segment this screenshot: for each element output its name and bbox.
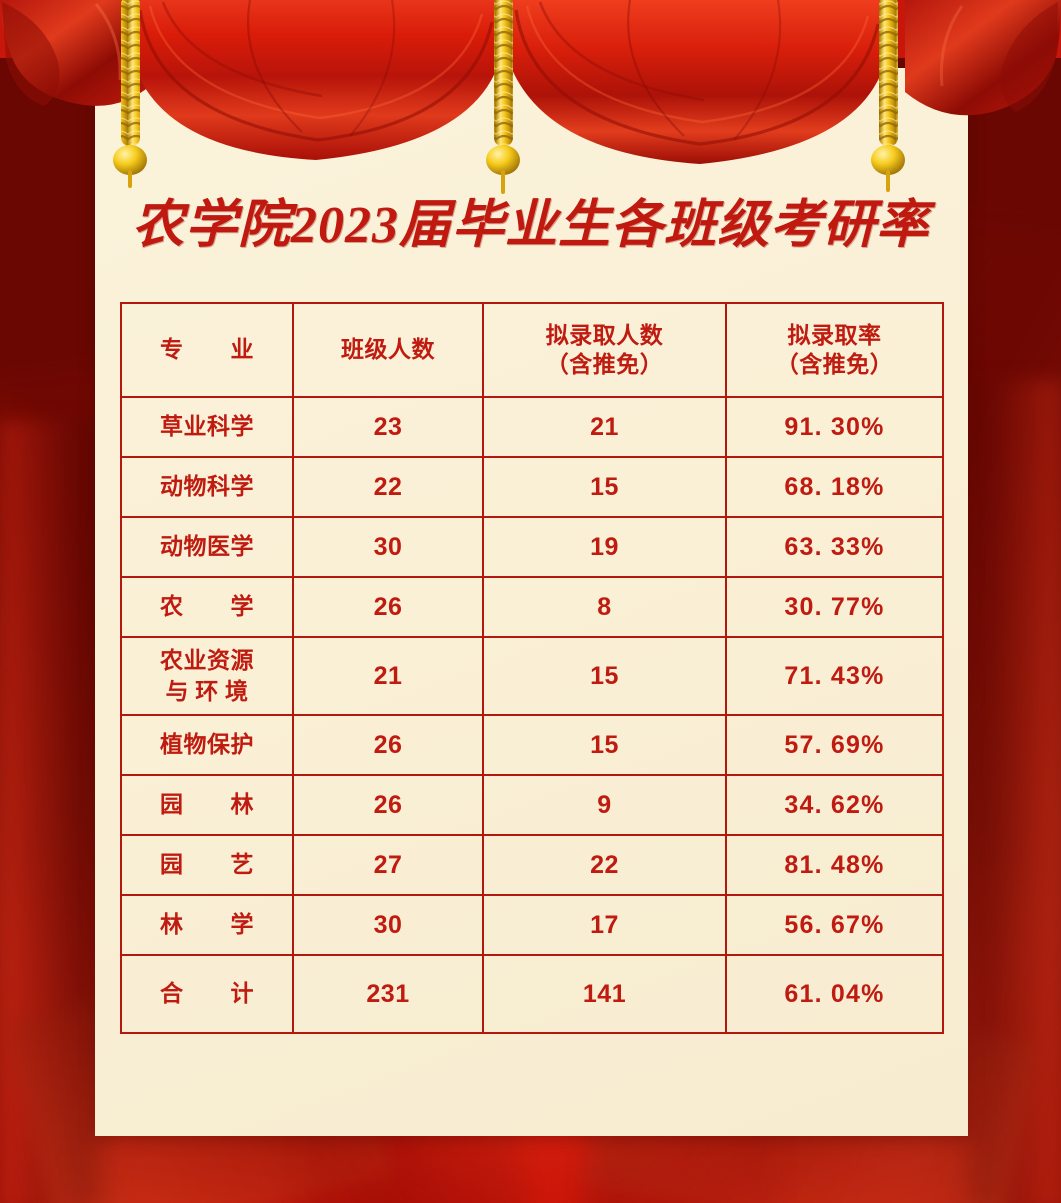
cell-major: 农 学 [120,576,294,638]
cell-rate: 63. 33% [725,516,944,578]
cell-class-size: 30 [292,516,484,578]
column-header-major-line1: 专 业 [160,337,254,363]
cell-rate: 34. 62% [725,774,944,836]
table-row: 植物保护 26 15 57. 69% [120,714,944,776]
table-row: 农 学 26 8 30. 77% [120,576,944,638]
cell-major: 园 林 [120,774,294,836]
cell-major: 合 计 [120,954,294,1034]
cell-admitted: 22 [482,834,727,896]
cell-major: 园 艺 [120,834,294,896]
cell-admitted: 9 [482,774,727,836]
column-header-admitted-line1: 拟录取人数 [545,322,664,348]
column-header-rate-line1: 拟录取率 [787,322,882,348]
cell-admitted: 15 [482,714,727,776]
cell-major: 草业科学 [120,396,294,458]
column-header-rate: 拟录取率 （含推免） [725,302,944,398]
cell-major: 农业资源 与 环 境 [120,636,294,716]
cell-class-size: 231 [292,954,484,1034]
column-header-admitted-line2: （含推免） [545,352,664,377]
column-header-admitted: 拟录取人数 （含推免） [482,302,727,398]
cell-rate: 68. 18% [725,456,944,518]
column-header-class-size-line1: 班级人数 [341,337,435,363]
cell-major: 林 学 [120,894,294,956]
cell-rate: 30. 77% [725,576,944,638]
cell-rate: 56. 67% [725,894,944,956]
cell-class-size: 22 [292,456,484,518]
cell-admitted: 15 [482,456,727,518]
cell-admitted: 21 [482,396,727,458]
table-row: 园 艺 27 22 81. 48% [120,834,944,896]
cell-admitted: 141 [482,954,727,1034]
kaoyan-rate-table: 专 业 班级人数 拟录取人数 （含推免） 拟录取率 （含推免） [120,302,944,1034]
cell-admitted: 19 [482,516,727,578]
cell-class-size: 26 [292,576,484,638]
cell-rate: 81. 48% [725,834,944,896]
table-row-total: 合 计 231 141 61. 04% [120,954,944,1034]
cell-rate: 57. 69% [725,714,944,776]
page-title: 农学院2023届毕业生各班级考研率 [131,197,929,254]
column-header-major: 专 业 [120,302,294,398]
cell-class-size: 27 [292,834,484,896]
cell-class-size: 26 [292,774,484,836]
cell-admitted: 15 [482,636,727,716]
table-row: 园 林 26 9 34. 62% [120,774,944,836]
cell-rate: 61. 04% [725,954,944,1034]
cell-class-size: 21 [292,636,484,716]
table-header-row: 专 业 班级人数 拟录取人数 （含推免） 拟录取率 （含推免） [120,302,944,398]
column-header-rate-line2: （含推免） [775,352,894,377]
table-row: 林 学 30 17 56. 67% [120,894,944,956]
table-row: 动物科学 22 15 68. 18% [120,456,944,518]
cell-major: 动物医学 [120,516,294,578]
table-body: 草业科学 23 21 91. 30% 动物科学 22 15 68. 18% 动物… [120,396,944,1034]
table-row: 农业资源 与 环 境 21 15 71. 43% [120,636,944,716]
cell-class-size: 26 [292,714,484,776]
cell-class-size: 23 [292,396,484,458]
cell-admitted: 17 [482,894,727,956]
column-header-class-size: 班级人数 [292,302,484,398]
cell-major: 植物保护 [120,714,294,776]
cell-major: 动物科学 [120,456,294,518]
table-row: 动物医学 30 19 63. 33% [120,516,944,578]
cell-rate: 91. 30% [725,396,944,458]
cell-admitted: 8 [482,576,727,638]
cell-rate: 71. 43% [725,636,944,716]
table-row: 草业科学 23 21 91. 30% [120,396,944,458]
cell-class-size: 30 [292,894,484,956]
